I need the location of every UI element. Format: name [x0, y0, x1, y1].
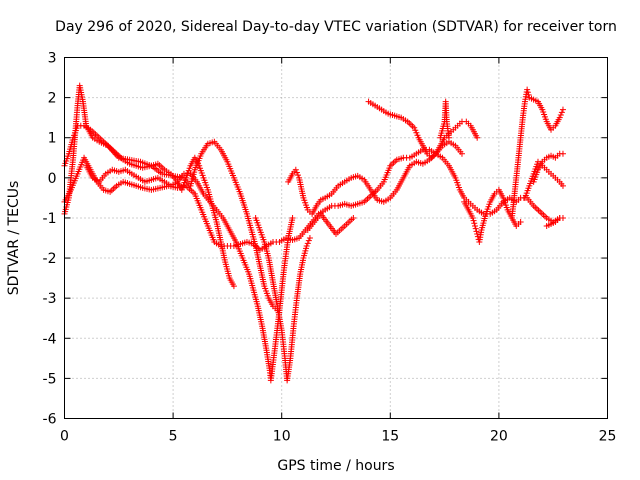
- y-tick-label: -6: [43, 412, 57, 428]
- data-point: [303, 243, 310, 250]
- data-point: [350, 214, 357, 221]
- y-tick-label: 2: [48, 91, 57, 107]
- data-point: [556, 114, 563, 121]
- x-tick-label: 10: [273, 429, 291, 445]
- x-axis-title: GPS time / hours: [277, 458, 394, 474]
- y-axis-title: SDTVAR / TECUs: [6, 181, 22, 296]
- data-point: [557, 111, 564, 118]
- data-point: [471, 220, 478, 227]
- y-tick-label: -3: [43, 291, 57, 307]
- data-point: [413, 129, 420, 136]
- data-point: [304, 240, 311, 247]
- data-point: [559, 182, 566, 189]
- data-point: [289, 214, 296, 221]
- data-point: [412, 127, 419, 134]
- x-tick-label: 15: [381, 429, 399, 445]
- data-point: [474, 230, 481, 237]
- y-tick-label: 3: [48, 51, 57, 67]
- y-tick-label: 0: [48, 171, 57, 187]
- y-tick-label: 1: [48, 131, 57, 147]
- data-point: [473, 228, 480, 235]
- data-point: [524, 86, 531, 93]
- data-point: [305, 237, 312, 244]
- data-point: [292, 166, 299, 173]
- data-point: [474, 134, 481, 141]
- y-tick-label: -5: [43, 371, 57, 387]
- chart-title: Day 296 of 2020, Sidereal Day-to-day VTE…: [55, 19, 617, 35]
- grid: [64, 57, 608, 419]
- data-point: [525, 91, 532, 98]
- data-point: [524, 89, 531, 96]
- data-point: [472, 222, 479, 229]
- plot-frame: [64, 57, 608, 419]
- data-point: [470, 217, 477, 224]
- x-tick-label: 0: [60, 429, 69, 445]
- axis-ticks: 0 5 10 15 20 25 -6 -5 -4 -3 -2 -1 0 1 2 3: [43, 51, 617, 445]
- x-tick-label: 20: [490, 429, 508, 445]
- y-tick-label: -4: [43, 331, 57, 347]
- data-point: [230, 283, 237, 290]
- x-tick-label: 25: [599, 429, 617, 445]
- data-point: [445, 134, 452, 141]
- data-point: [306, 235, 313, 241]
- data-point: [517, 218, 524, 225]
- data-point: [414, 132, 421, 139]
- data-point: [458, 150, 465, 157]
- y-tick-label: -2: [43, 251, 57, 267]
- data-point: [558, 109, 565, 116]
- y-tick-label: -1: [43, 211, 57, 227]
- data-point: [469, 214, 476, 221]
- data-point: [559, 214, 566, 221]
- data-point: [411, 124, 418, 131]
- x-tick-label: 5: [169, 429, 178, 445]
- data-point: [472, 225, 479, 232]
- data-point: [294, 172, 301, 179]
- data-point: [293, 169, 300, 176]
- data-point: [559, 150, 566, 157]
- data-points: [61, 82, 566, 384]
- data-point: [559, 106, 566, 113]
